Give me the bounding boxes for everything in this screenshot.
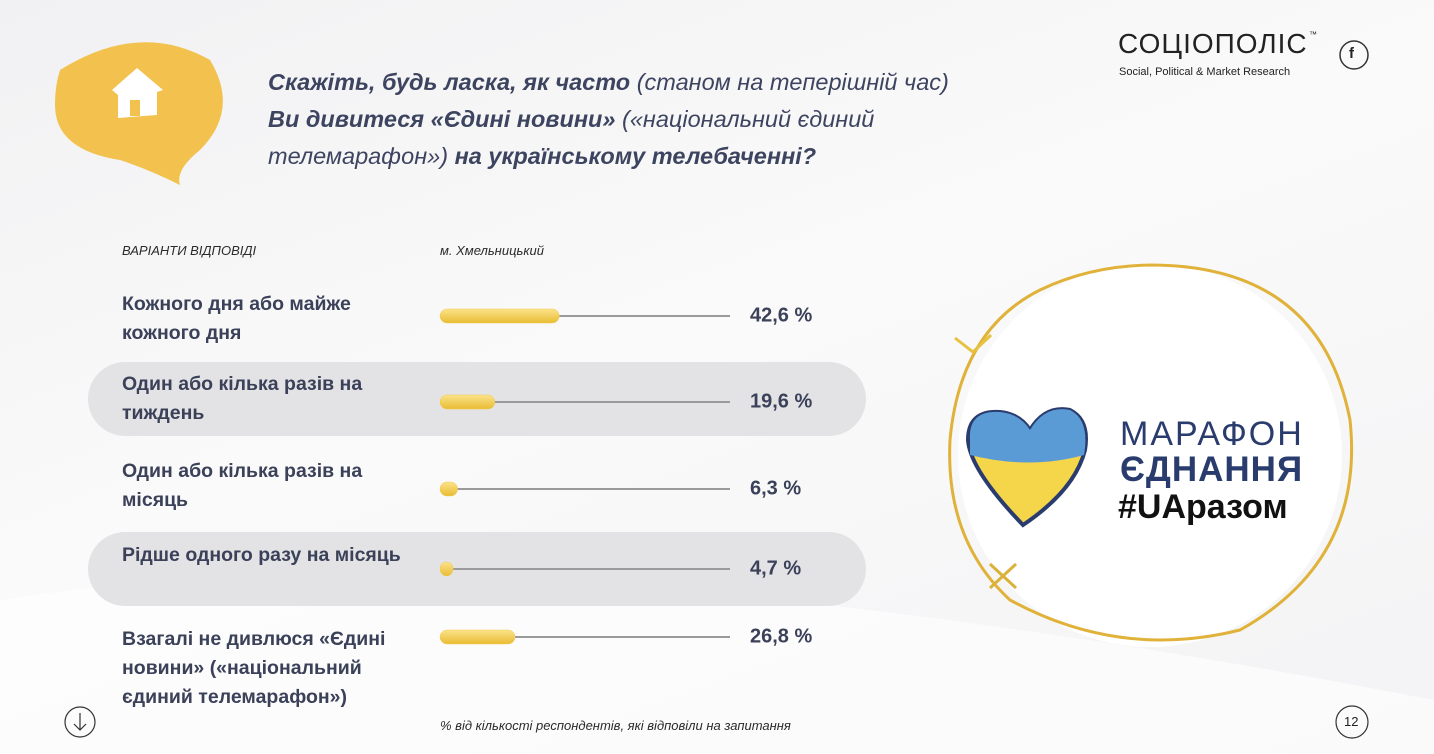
- title: Скажіть, будь ласка, як часто (станом на…: [268, 64, 949, 175]
- page-number: 12: [1344, 714, 1359, 729]
- social-icon[interactable]: f: [1349, 45, 1354, 62]
- category-label: Взагалі не дивлюся «Єдині новини» («наці…: [122, 628, 386, 708]
- title-part: («національний єдиний: [622, 106, 875, 132]
- logo-line: ЄДНАННЯ: [1120, 450, 1304, 489]
- bar: [439, 394, 496, 410]
- category-label: Рідше одного разу на місяць: [122, 544, 401, 566]
- bar: [439, 481, 458, 497]
- title-part: телемарафон»): [268, 143, 449, 169]
- logo-line: МАРАФОН: [1120, 415, 1304, 453]
- value-label: 26,8 %: [750, 625, 813, 648]
- title-part: на українському телебаченні?: [454, 143, 817, 169]
- category-label: Один або кілька разів на місяць: [122, 460, 363, 511]
- category-label: Один або кілька разів на тиждень: [122, 373, 363, 424]
- value-label: 6,3 %: [750, 477, 802, 500]
- value-label: 42,6 %: [750, 304, 813, 327]
- logo-line: #UAразом: [1118, 488, 1288, 526]
- title-part: (станом на теперішній час): [636, 69, 949, 95]
- category-label: Кожного дня або майже кожного дня: [122, 293, 351, 344]
- brand-tagline: Social, Political & Market Research: [1119, 66, 1291, 78]
- bar: [439, 308, 560, 324]
- category-header: ВАРІАНТИ ВІДПОВІДІ: [122, 243, 257, 258]
- bar: [439, 629, 516, 645]
- value-label: 19,6 %: [750, 390, 813, 413]
- value-label: 4,7 %: [750, 557, 802, 580]
- brand-name: СОЦІОПОЛІС: [1118, 28, 1308, 59]
- bar: [439, 561, 454, 577]
- title-part: Скажіть, будь ласка, як часто: [268, 69, 631, 95]
- series-name: м. Хмельницький: [440, 243, 544, 258]
- title-part: Ви дивитеся «Єдині новини»: [268, 106, 616, 132]
- note: % від кількості респондентів, які відпов…: [440, 718, 791, 733]
- brand-tm: ™: [1309, 30, 1317, 39]
